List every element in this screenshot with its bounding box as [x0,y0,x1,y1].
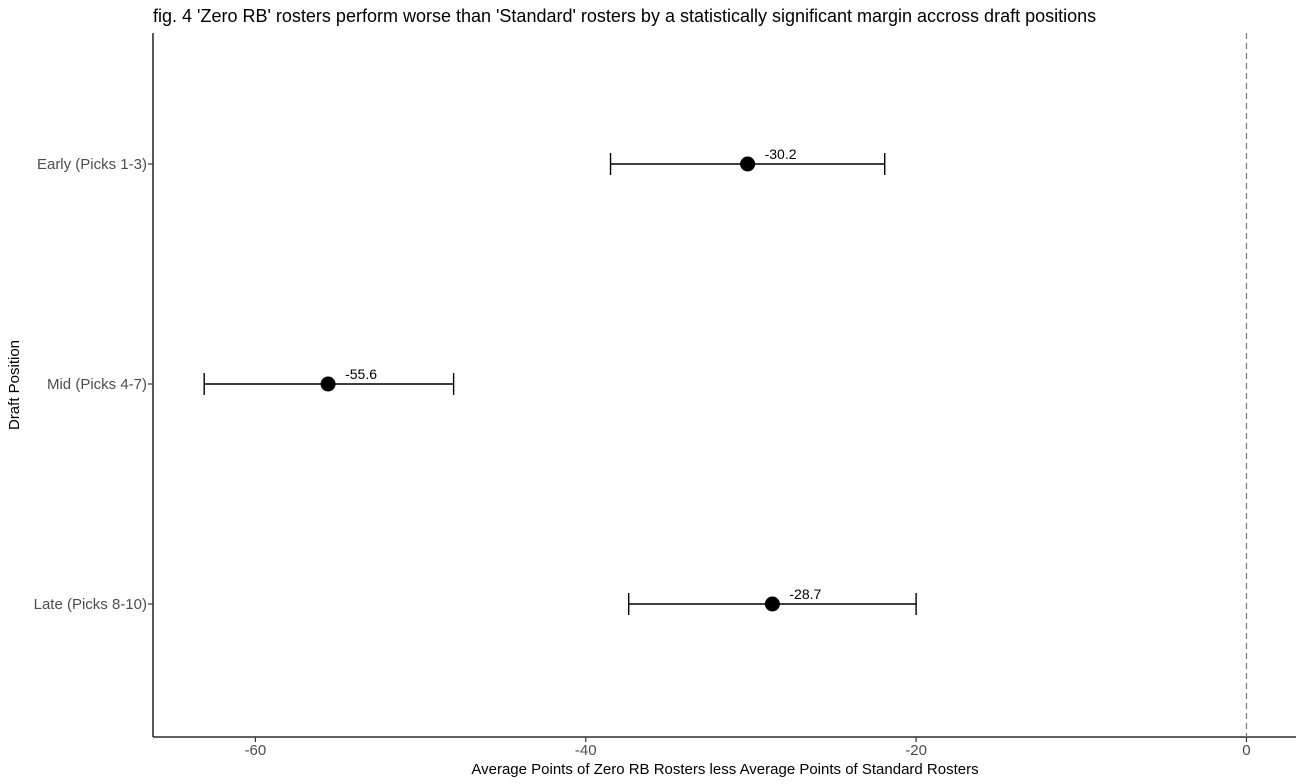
x-tick-label: -20 [905,742,927,759]
y-tick-label: Mid (Picks 4-7) [47,376,147,393]
data-label: -30.2 [765,146,797,162]
x-tick-label: -40 [575,742,597,759]
y-tick-label: Early (Picks 1-3) [37,156,147,173]
x-tick-label: -60 [245,742,267,759]
x-tick-label: 0 [1242,742,1250,759]
data-point [320,376,336,392]
y-axis-ticks: Early (Picks 1-3) Mid (Picks 4-7) Late (Pi… [34,156,153,613]
data-point [740,156,756,172]
data-marks: -30.2 -55.6 -28.7 [203,146,917,615]
data-label: -28.7 [789,586,821,602]
y-axis-title: Draft Position [6,340,23,430]
data-label: -55.6 [345,366,377,382]
x-axis-title: Average Points of Zero RB Rosters less A… [471,761,978,778]
y-tick-label: Late (Picks 8-10) [34,596,147,613]
data-point [764,596,780,612]
chart-title: fig. 4 'Zero RB' rosters perform worse t… [153,6,1096,26]
x-axis-ticks: -60 -40 -20 0 [245,737,1251,759]
